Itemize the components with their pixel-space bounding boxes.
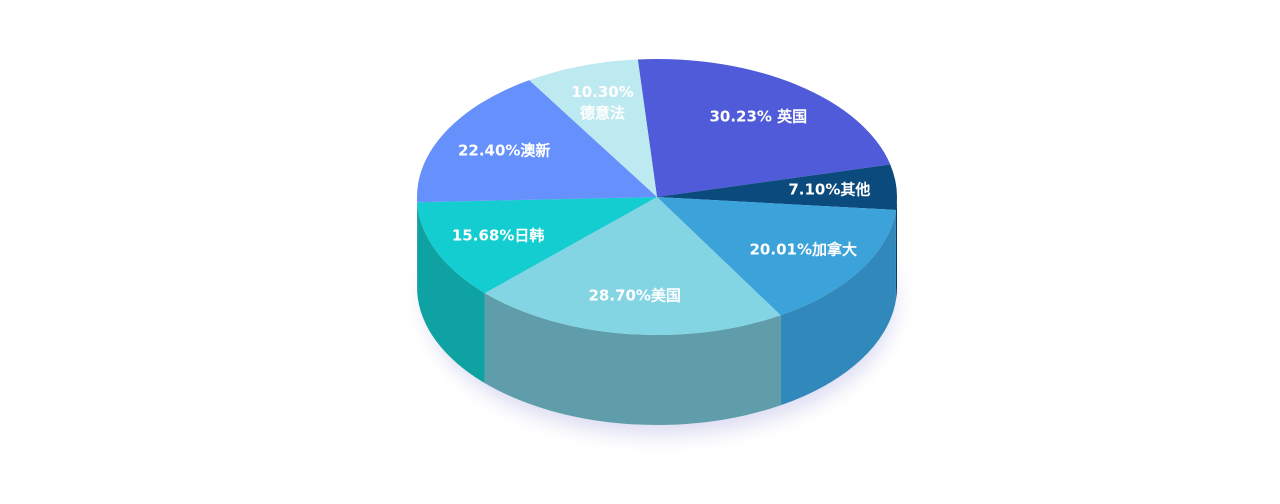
slice-top	[657, 197, 896, 316]
slice-side	[417, 202, 485, 384]
slice-top	[484, 197, 781, 335]
slice-top	[417, 197, 657, 294]
slice-side	[484, 293, 781, 426]
slice-top	[417, 80, 657, 203]
slice-side	[780, 209, 896, 406]
slice-top	[657, 164, 898, 210]
slice-side	[895, 197, 897, 300]
data-label: 30.23% 英国	[709, 107, 808, 125]
slice-top	[529, 59, 657, 198]
data-label: 15.68%日韩	[451, 226, 545, 245]
data-label: 28.70%美国	[588, 286, 681, 305]
data-label: 22.40%澳新	[457, 141, 551, 160]
slice-top	[637, 59, 891, 197]
data-label: 7.10%其他	[788, 180, 871, 199]
data-label: 20.01%加拿大	[749, 240, 857, 259]
data-label: 10.30% 德意法	[571, 82, 634, 122]
